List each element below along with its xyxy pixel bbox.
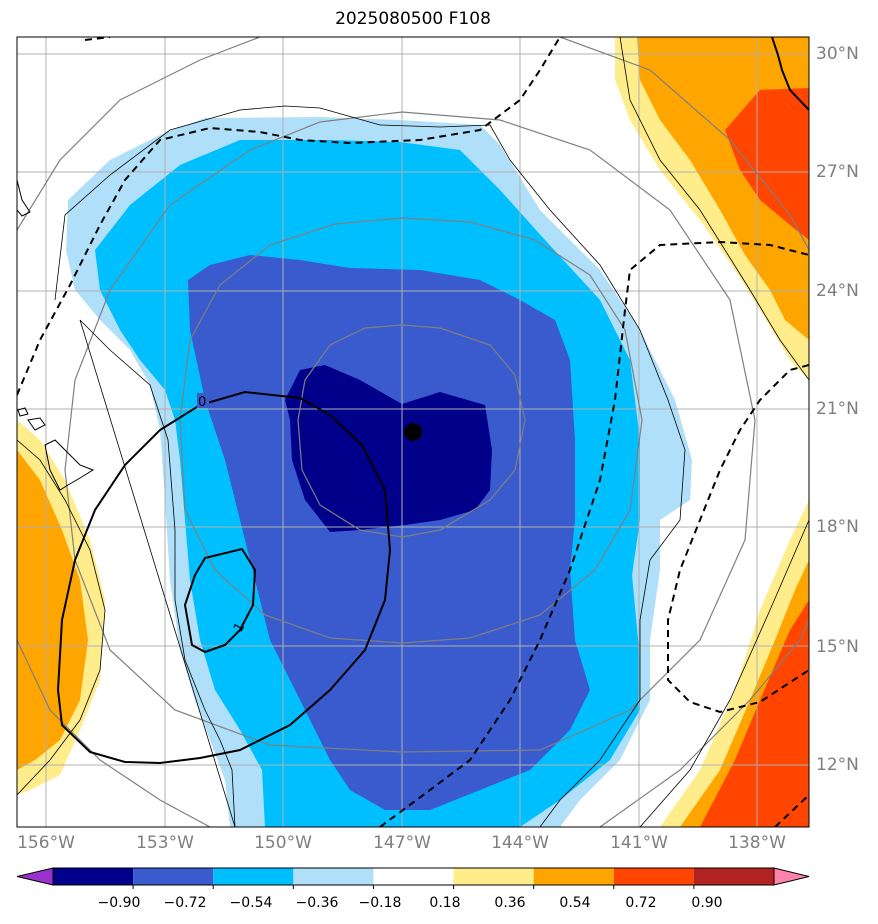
colorbar-label-m072: −0.72 <box>163 895 207 911</box>
contour-label-zero-bg <box>197 393 209 408</box>
map-frame <box>16 36 810 828</box>
solid-contour-zero <box>56 390 392 765</box>
map-title: 2025080500 F108 <box>335 9 491 29</box>
graticule-grid <box>17 37 809 827</box>
colorbar-label-p054: 0.54 <box>559 895 591 911</box>
dashed-contour-corner <box>774 794 809 827</box>
solid-contour-northeast <box>771 37 809 111</box>
lon-label-150w: 150°W <box>254 833 312 853</box>
colorbar-ticks <box>132 885 695 889</box>
island-small <box>17 407 29 417</box>
positive-anomaly-southeast-054 <box>700 600 809 827</box>
contour-label-zero: 0 <box>198 395 206 410</box>
range-ring-inner <box>297 324 526 538</box>
colorbar-label-p090: 0.90 <box>691 895 723 911</box>
dashed-contour-top <box>84 37 111 41</box>
island-maui <box>27 417 46 431</box>
map-panel: 0 -1 <box>17 37 809 827</box>
lat-label-27n: 27°N <box>816 162 859 182</box>
thin-contour-west <box>17 439 106 796</box>
lon-label-147w: 147°W <box>373 833 431 853</box>
colorbar-label-p018: 0.18 <box>429 895 461 911</box>
lat-label-30n: 30°N <box>816 44 859 64</box>
island-west-edge <box>17 179 31 217</box>
thin-contour-southeast <box>639 519 809 827</box>
range-ring-middle <box>179 217 643 644</box>
dashed-contour-east <box>667 364 809 714</box>
storm-center-marker <box>404 423 422 441</box>
lat-label-24n: 24°N <box>816 281 859 301</box>
dashed-contour-diagonal <box>379 240 809 827</box>
colorbar-extend-low <box>16 867 54 886</box>
lon-label-141w: 141°W <box>610 833 668 853</box>
positive-anomaly-east-054 <box>725 88 809 240</box>
lat-label-15n: 15°N <box>816 637 859 657</box>
lon-label-138w: 138°W <box>728 833 786 853</box>
lat-label-12n: 12°N <box>816 755 859 775</box>
colorbar-swatch <box>453 868 534 885</box>
colorbar-frame <box>52 867 775 886</box>
colorbar-swatch <box>373 868 454 885</box>
thin-contours <box>17 37 809 827</box>
colorbar-swatch <box>213 868 294 885</box>
lat-label-18n: 18°N <box>816 517 859 537</box>
colorbar-label-p036: 0.36 <box>494 895 526 911</box>
colorbar-swatch <box>53 868 134 885</box>
thin-contour-east <box>619 37 809 381</box>
colorbar <box>16 867 810 886</box>
colorbar-label-m036: −0.36 <box>295 895 339 911</box>
colorbar-swatch <box>613 868 694 885</box>
colorbar-swatch <box>693 868 774 885</box>
dashed-contours <box>17 37 809 827</box>
thin-contour-outer <box>54 105 686 827</box>
range-rings <box>17 37 809 827</box>
colorbar-label-p072: 0.72 <box>625 895 657 911</box>
colorbar-swatch <box>293 868 374 885</box>
coastline-hawaii <box>17 179 95 491</box>
solid-contours <box>56 37 809 765</box>
colorbar-swatch <box>533 868 614 885</box>
solid-contour-minus1 <box>183 547 257 654</box>
island-big-island <box>44 439 95 491</box>
dashed-contour-north <box>17 37 561 396</box>
lon-label-156w: 156°W <box>17 833 75 853</box>
lat-label-21n: 21°N <box>816 399 859 419</box>
lon-label-153w: 153°W <box>136 833 194 853</box>
range-ring-outer <box>64 111 756 753</box>
range-ring-far <box>17 37 809 827</box>
positive-anomaly-west-036 <box>17 450 88 770</box>
colorbar-label-m090: −0.90 <box>97 895 141 911</box>
colorbar-label-m018: −0.18 <box>358 895 402 911</box>
lon-label-144w: 144°W <box>491 833 549 853</box>
colorbar-extend-high <box>773 867 810 886</box>
negative-anomaly-072 <box>285 365 492 532</box>
colorbar-label-m054: −0.54 <box>229 895 273 911</box>
colorbar-swatch <box>133 868 214 885</box>
